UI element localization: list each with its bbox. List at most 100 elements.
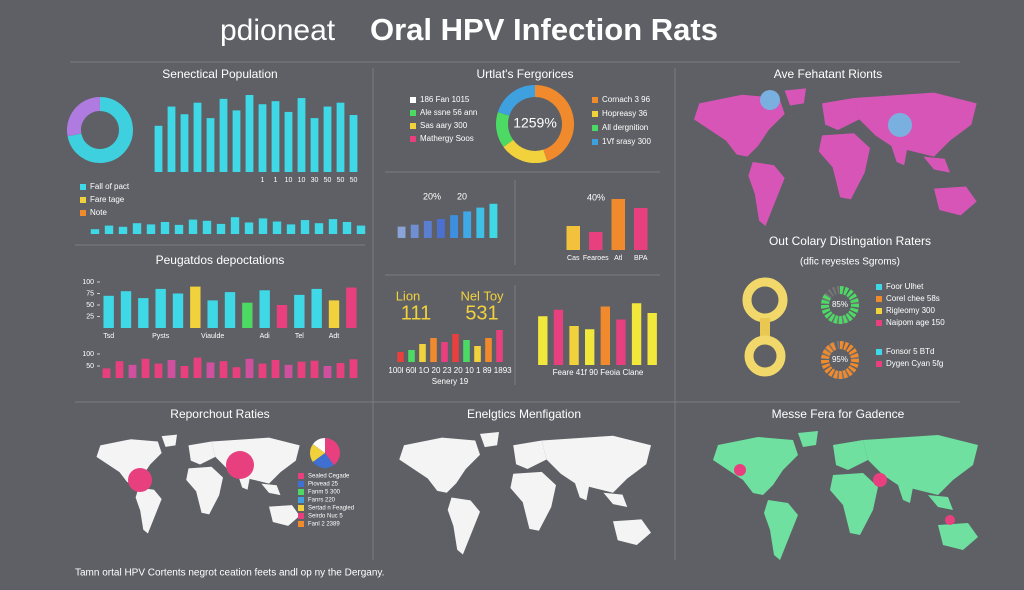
bar — [553, 309, 564, 365]
bar — [450, 215, 458, 238]
bar — [423, 220, 432, 238]
legend-label: Fanl 2 2389 — [308, 522, 340, 528]
bar — [349, 115, 358, 172]
bar — [232, 110, 241, 172]
bar — [232, 367, 241, 378]
donut-slice — [497, 85, 536, 117]
legend-swatch — [876, 361, 882, 367]
annotation: Lion — [396, 288, 421, 303]
legend-swatch — [410, 123, 416, 129]
legend-label: Piovead 25 — [308, 482, 339, 488]
bar — [452, 334, 459, 362]
bar — [271, 360, 280, 378]
legend-swatch — [592, 125, 598, 131]
legend-swatch — [410, 136, 416, 142]
bar — [259, 290, 270, 328]
x-axis-label: Feare 41f 90 Feoia Clane — [553, 368, 644, 377]
legend-label: Naipom age 150 — [886, 318, 945, 327]
bar — [245, 95, 254, 172]
y-tick-label: 100 — [82, 351, 94, 358]
legend-swatch — [298, 497, 304, 503]
bar — [419, 344, 426, 362]
map-patch — [734, 464, 746, 476]
x-tick-label: 1 — [261, 177, 265, 184]
legend-swatch — [592, 97, 598, 103]
bar — [336, 102, 345, 172]
x-tick-label: 30 — [311, 177, 319, 184]
bar — [611, 199, 625, 250]
legend-label: All dergnition — [602, 123, 648, 132]
key-ring — [742, 277, 788, 323]
bar — [474, 346, 481, 362]
x-tick-label: Adt — [329, 333, 340, 340]
legend-swatch — [80, 184, 86, 190]
legend-label: Fonsor 5 BTd — [886, 347, 934, 356]
bar — [496, 330, 503, 362]
title-light: pdioneat — [220, 14, 336, 47]
bar — [160, 222, 170, 234]
bar — [310, 360, 319, 378]
donut-slice — [534, 85, 574, 162]
bar — [437, 219, 445, 238]
bar — [297, 361, 306, 378]
bar — [230, 217, 240, 234]
bar — [441, 342, 448, 362]
y-tick-label: 25 — [86, 313, 94, 320]
bar — [328, 300, 340, 328]
x-tick-label: Fearoes — [583, 255, 609, 262]
legend-swatch — [298, 505, 304, 511]
legend-label: Fare tage — [90, 195, 125, 204]
bar — [336, 363, 345, 378]
y-tick-label: 75 — [86, 290, 94, 297]
legend-swatch — [298, 513, 304, 519]
legend-swatch — [410, 97, 416, 103]
x-tick-label: Tsd — [103, 333, 114, 340]
chart-title: Out Colary Distingation Raters — [769, 234, 931, 248]
x-tick-label: Tel — [295, 333, 304, 340]
bar — [207, 300, 218, 328]
map-patch — [128, 468, 152, 492]
y-tick-label: 100 — [82, 279, 94, 286]
legend-swatch — [298, 489, 304, 495]
bar — [538, 316, 548, 365]
bar — [180, 366, 189, 378]
bar — [276, 305, 288, 328]
map-title: Enelgtics Menfigation — [467, 407, 581, 421]
bar — [634, 208, 648, 250]
bar — [216, 223, 226, 234]
bar — [430, 338, 437, 362]
bar — [258, 363, 267, 378]
world-map — [713, 431, 978, 560]
legend-swatch — [410, 110, 416, 116]
donut-slice — [67, 97, 133, 163]
bar — [245, 358, 254, 378]
bar — [258, 104, 267, 172]
chart-title: Urtlat's Fergorices — [477, 67, 574, 81]
bar — [476, 207, 485, 238]
bar — [167, 360, 176, 378]
bar — [323, 366, 332, 378]
bar — [647, 313, 657, 365]
bar — [310, 118, 319, 172]
x-axis-sublabel: Senery 19 — [432, 377, 469, 386]
bar — [102, 368, 111, 378]
legend-swatch — [80, 210, 86, 216]
legend-label: Hopreasy 36 — [602, 109, 648, 118]
legend-label: Foor Ulhet — [886, 282, 924, 291]
x-tick-label: BPA — [634, 255, 648, 262]
bar — [224, 292, 236, 328]
bar — [180, 114, 189, 172]
ring-label: 95% — [832, 355, 848, 364]
bar — [115, 361, 124, 378]
bar — [356, 225, 366, 234]
legend-label: 1Vf srasy 300 — [602, 137, 651, 146]
x-tick-label: 50 — [350, 177, 358, 184]
legend-swatch — [80, 197, 86, 203]
legend-label: Sertad n Feagled — [308, 506, 354, 512]
bar — [631, 303, 642, 365]
bar — [346, 287, 357, 328]
legend-label: Dygen Cyan 5fg — [886, 359, 943, 368]
annotation: 40% — [587, 192, 605, 202]
legend-label: Cornach 3 96 — [602, 95, 651, 104]
